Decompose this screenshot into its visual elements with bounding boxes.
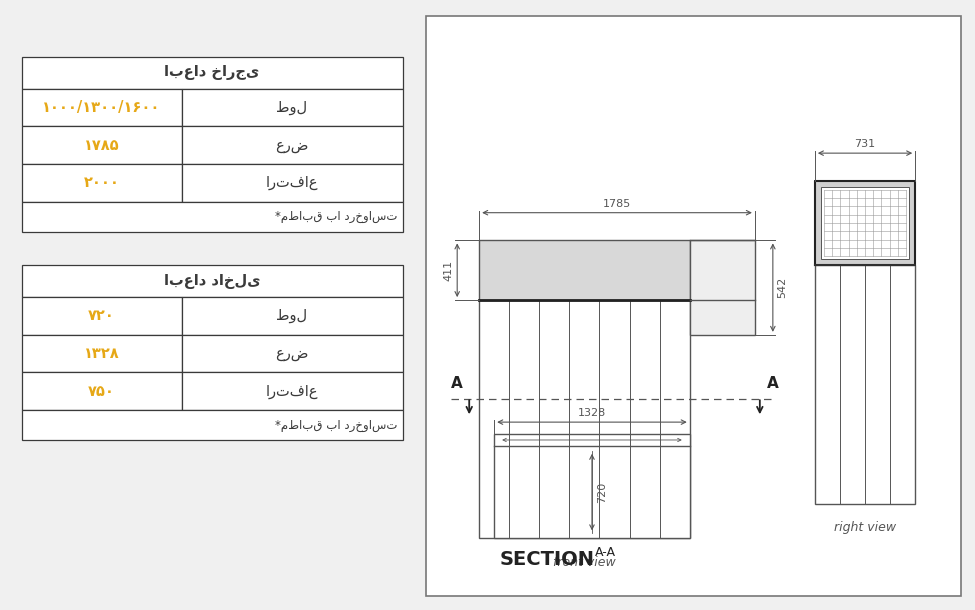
Text: ۱۰۰۰/۱۳۰۰/۱۶۰۰: ۱۰۰۰/۱۳۰۰/۱۶۰۰ bbox=[42, 100, 161, 115]
Bar bbox=[689, 240, 755, 335]
Bar bbox=[21, 202, 403, 232]
Bar bbox=[181, 297, 403, 335]
Bar bbox=[480, 240, 689, 300]
Text: ۱۷۸۵: ۱۷۸۵ bbox=[84, 138, 119, 152]
Text: ۱۳۲۸: ۱۳۲۸ bbox=[84, 346, 119, 361]
Bar bbox=[181, 88, 403, 126]
Text: ۷۲۰: ۷۲۰ bbox=[88, 309, 115, 323]
Text: طول: طول bbox=[277, 100, 308, 115]
Bar bbox=[181, 126, 403, 164]
Text: front view: front view bbox=[553, 556, 616, 569]
Bar bbox=[21, 373, 181, 410]
Text: A: A bbox=[451, 376, 463, 392]
Text: right view: right view bbox=[834, 522, 896, 534]
Bar bbox=[21, 57, 403, 88]
Bar bbox=[494, 434, 689, 538]
Bar bbox=[181, 373, 403, 410]
Bar bbox=[181, 335, 403, 373]
Text: ۷۵۰: ۷۵۰ bbox=[88, 384, 115, 399]
Text: 1785: 1785 bbox=[603, 199, 631, 209]
Bar bbox=[821, 187, 909, 259]
Text: 720: 720 bbox=[597, 481, 607, 503]
Bar bbox=[21, 410, 403, 440]
Bar bbox=[480, 300, 689, 538]
Text: ابعاد خارجی: ابعاد خارجی bbox=[165, 65, 259, 81]
Bar bbox=[21, 265, 403, 297]
Bar bbox=[21, 164, 181, 202]
Text: *مطابق با درخواست: *مطابق با درخواست bbox=[275, 210, 398, 223]
Text: 731: 731 bbox=[854, 139, 876, 149]
Text: A: A bbox=[767, 376, 779, 392]
Text: *مطابق با درخواست: *مطابق با درخواست bbox=[275, 418, 398, 432]
Text: 1328: 1328 bbox=[578, 408, 606, 418]
Bar bbox=[21, 297, 181, 335]
Bar bbox=[21, 335, 181, 373]
Text: 542: 542 bbox=[777, 277, 787, 298]
Text: عرض: عرض bbox=[275, 138, 309, 152]
Text: عرض: عرض bbox=[275, 346, 309, 361]
Bar bbox=[815, 181, 916, 265]
Text: SECTION: SECTION bbox=[499, 550, 595, 569]
Bar bbox=[815, 265, 916, 503]
Text: 411: 411 bbox=[444, 260, 453, 281]
Text: A-A: A-A bbox=[595, 546, 615, 559]
Text: ارتفاع: ارتفاع bbox=[266, 176, 318, 190]
Text: ۲۰۰۰: ۲۰۰۰ bbox=[84, 176, 120, 190]
Text: ارتفاع: ارتفاع bbox=[266, 384, 318, 399]
Bar bbox=[21, 126, 181, 164]
Bar bbox=[181, 164, 403, 202]
Text: ابعاد داخلی: ابعاد داخلی bbox=[164, 274, 260, 289]
Bar bbox=[21, 88, 181, 126]
Text: طول: طول bbox=[277, 309, 308, 323]
